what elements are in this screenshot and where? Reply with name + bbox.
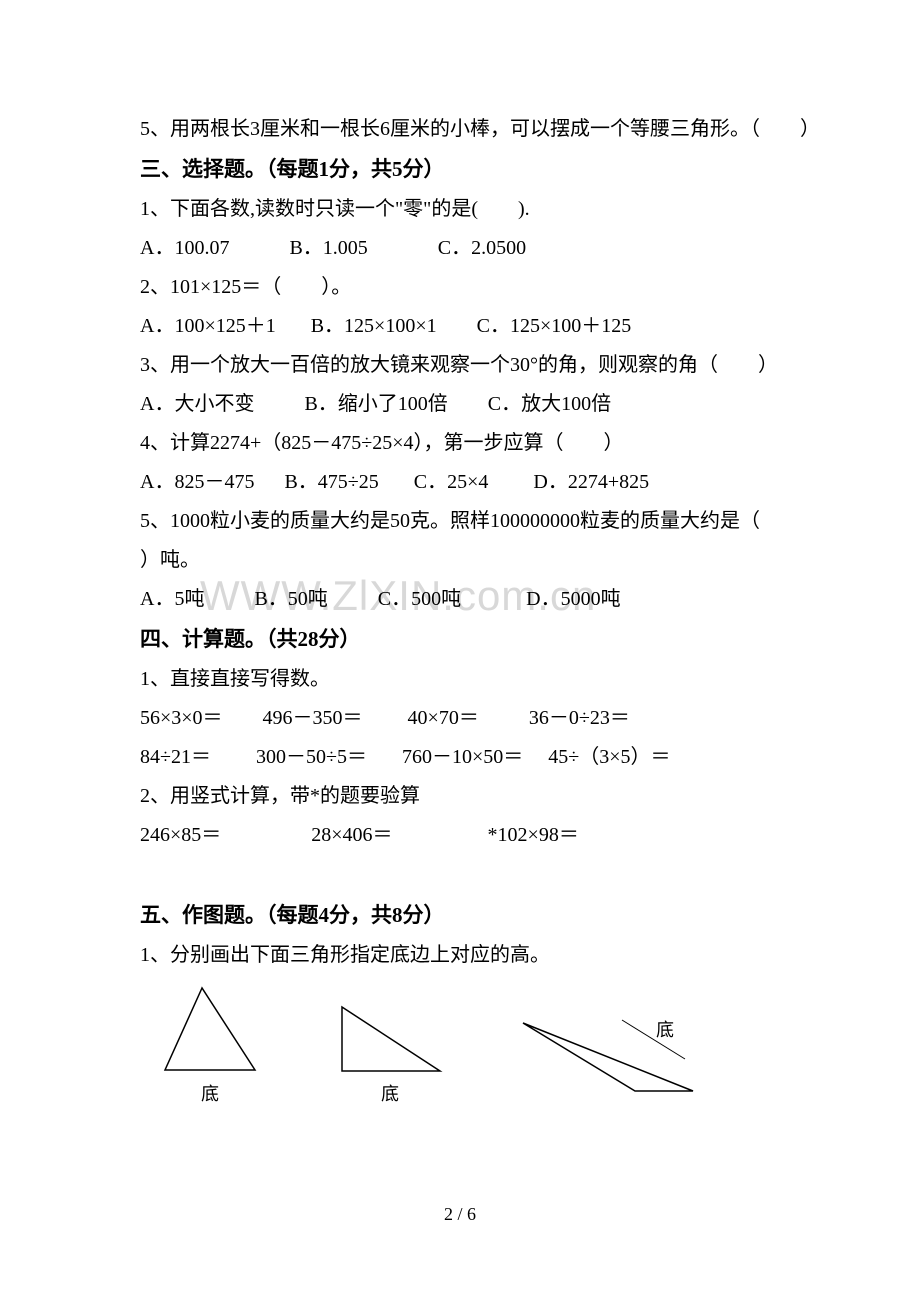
s3-q1: 1、下面各数,读数时只读一个"零"的是( ). xyxy=(140,190,780,229)
triangle-acute-svg xyxy=(155,985,265,1075)
s3-q1-options: A．100.07 B．1.005 C．2.0500 xyxy=(140,229,780,268)
page-number: 2 / 6 xyxy=(0,1197,920,1232)
section3-title: 三、选择题。（每题1分，共5分） xyxy=(140,149,780,190)
triangle-3-label: 底 xyxy=(656,1013,674,1048)
triangle-2-label: 底 xyxy=(381,1077,399,1112)
s4-q1: 1、直接直接写得数。 xyxy=(140,660,780,699)
triangle-1-label: 底 xyxy=(201,1077,219,1112)
triangle-row: 底 底 底 xyxy=(140,985,780,1112)
triangle-obtuse-topline xyxy=(622,1020,685,1059)
s4-q1-row1: 56×3×0＝ 496－350＝ 40×70＝ 36－0÷23＝ xyxy=(140,699,780,738)
triangle-1: 底 xyxy=(155,985,265,1112)
s3-q5: 5、1000粒小麦的质量大约是50克。照样100000000粒麦的质量大约是（ xyxy=(140,502,780,541)
s3-q3: 3、用一个放大一百倍的放大镜来观察一个30°的角，则观察的角（ ） xyxy=(140,346,780,385)
triangle-acute-shape xyxy=(165,988,255,1070)
triangle-2: 底 xyxy=(330,1003,450,1112)
section4-title: 四、计算题。（共28分） xyxy=(140,619,780,660)
s3-q4-options: A．825－475 B．475÷25 C．25×4 D．2274+825 xyxy=(140,463,780,502)
q2-5-text: 5、用两根长3厘米和一根长6厘米的小棒，可以摆成一个等腰三角形。（ ） xyxy=(140,110,780,149)
s3-q5-options: A．5吨 B．50吨 C．500吨 D．5000吨 xyxy=(140,580,780,619)
section5-title: 五、作图题。（每题4分，共8分） xyxy=(140,895,780,936)
s5-q1: 1、分别画出下面三角形指定底边上对应的高。 xyxy=(140,936,780,975)
s3-q3-options: A．大小不变 B．缩小了100倍 C．放大100倍 xyxy=(140,385,780,424)
s4-q2-row: 246×85＝ 28×406＝ *102×98＝ xyxy=(140,816,780,855)
triangle-right-shape xyxy=(342,1007,440,1071)
s3-q4: 4、计算2274+（825－475÷25×4），第一步应算（ ） xyxy=(140,424,780,463)
page-content: 5、用两根长3厘米和一根长6厘米的小棒，可以摆成一个等腰三角形。（ ） 三、选择… xyxy=(140,110,780,1112)
s3-q2-options: A．100×125＋1 B．125×100×1 C．125×100＋125 xyxy=(140,307,780,346)
s4-q1-row2: 84÷21＝ 300－50÷5＝ 760－10×50＝ 45÷（3×5）＝ xyxy=(140,738,780,777)
spacer xyxy=(140,855,780,895)
s3-q2: 2、101×125＝（ ）。 xyxy=(140,268,780,307)
s4-q2: 2、用竖式计算，带*的题要验算 xyxy=(140,777,780,816)
triangle-3: 底 xyxy=(515,1017,700,1112)
s3-q5-cont: ）吨。 xyxy=(140,541,780,580)
triangle-right-svg xyxy=(330,1003,450,1075)
